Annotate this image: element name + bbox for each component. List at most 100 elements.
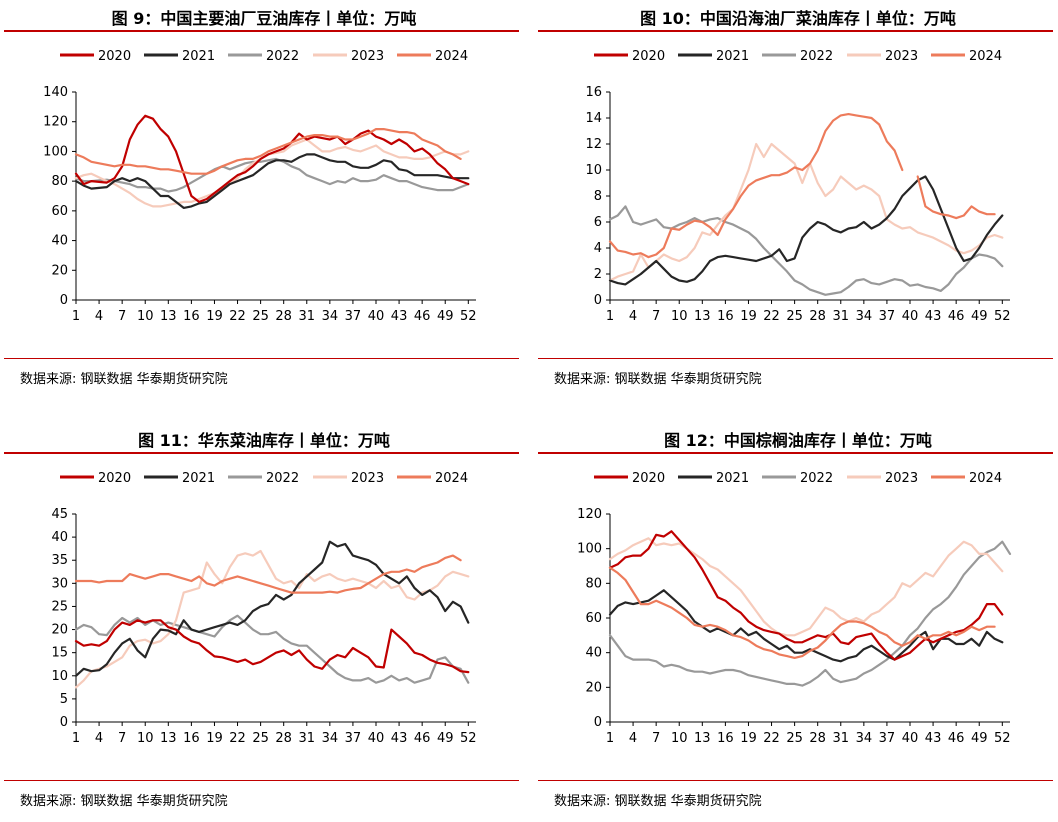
series-line-2021 [608, 589, 1004, 663]
y-tick-label: 8 [594, 189, 602, 204]
chart-panel-3: 图 11：华东菜油库存丨单位：万吨 2020 2021 2022 2023 2024 0 5… [4, 422, 524, 822]
series-line-2023 [608, 142, 1004, 282]
x-tick-label: 40 [368, 309, 385, 324]
y-tick-label: 0 [594, 715, 602, 730]
x-tick-label: 31 [832, 731, 849, 746]
chart-svg: 2020 2021 2022 2023 2024 0 20 40 60 80 100 120 1 4 7 10… [577, 471, 1012, 746]
series-line-2024 [74, 554, 462, 594]
legend-label: 2022 [266, 49, 299, 64]
x-tick-label: 46 [948, 731, 965, 746]
y-tick-label: 0 [60, 715, 68, 730]
x-tick-label: 13 [694, 731, 711, 746]
legend-label: 2020 [632, 49, 665, 64]
title-rule [538, 30, 1053, 32]
x-tick-label: 1 [606, 309, 614, 324]
y-tick-label: 60 [585, 611, 602, 626]
y-tick-label: 5 [60, 692, 68, 707]
chart-panel-2: 图 10：中国沿海油厂菜油库存丨单位：万吨 2020 2021 2022 2023 20… [538, 0, 1058, 400]
x-tick-label: 34 [856, 731, 873, 746]
series-line-2024 [608, 566, 996, 659]
x-tick-label: 40 [368, 731, 385, 746]
source-rule [538, 780, 1053, 781]
y-tick-label: 40 [51, 234, 68, 249]
x-tick-label: 19 [740, 309, 757, 324]
y-tick-label: 20 [51, 263, 68, 278]
series-line-2022 [74, 157, 470, 193]
source-rule [4, 358, 519, 359]
x-tick-label: 37 [879, 309, 896, 324]
y-tick-label: 20 [51, 623, 68, 638]
source-rule [538, 358, 1053, 359]
legend-label: 2024 [435, 471, 468, 486]
x-tick-label: 28 [809, 731, 826, 746]
x-tick-label: 19 [206, 731, 223, 746]
x-tick-label: 52 [994, 731, 1011, 746]
x-tick-label: 13 [694, 309, 711, 324]
y-tick-label: 80 [51, 174, 68, 189]
x-tick-label: 49 [437, 309, 454, 324]
x-tick-label: 22 [763, 731, 780, 746]
x-tick-label: 4 [95, 309, 103, 324]
x-tick-label: 49 [971, 309, 988, 324]
title-rule [4, 452, 519, 454]
x-tick-label: 10 [671, 731, 688, 746]
source-note: 数据来源: 钢联数据 华泰期货研究院 [20, 372, 228, 387]
legend-label: 2022 [800, 49, 833, 64]
y-tick-label: 45 [51, 507, 68, 522]
legend-label: 2020 [632, 471, 665, 486]
y-tick-label: 4 [594, 241, 602, 256]
y-tick-label: 10 [585, 163, 602, 178]
x-tick-label: 43 [925, 731, 942, 746]
legend-label: 2023 [885, 49, 918, 64]
x-tick-label: 34 [322, 731, 339, 746]
x-tick-label: 22 [229, 309, 246, 324]
x-tick-label: 1 [606, 731, 614, 746]
y-tick-label: 40 [585, 646, 602, 661]
series-line-2020 [608, 530, 1004, 661]
series-line-2023 [74, 549, 470, 689]
x-tick-label: 16 [717, 731, 734, 746]
series-line-2024 [608, 113, 904, 259]
x-tick-label: 7 [118, 309, 126, 324]
series-line-2020 [74, 619, 470, 674]
y-tick-label: 6 [594, 215, 602, 230]
legend-label: 2022 [266, 471, 299, 486]
legend-label: 2021 [182, 49, 215, 64]
x-tick-label: 19 [740, 731, 757, 746]
x-tick-label: 31 [832, 309, 849, 324]
chart-panel-1: 图 9：中国主要油厂豆油库存丨单位：万吨 2020 2021 2022 2023 202… [4, 0, 524, 400]
x-tick-label: 28 [809, 309, 826, 324]
x-tick-label: 37 [345, 731, 362, 746]
legend-label: 2023 [351, 49, 384, 64]
x-tick-label: 52 [460, 309, 477, 324]
x-tick-label: 43 [391, 309, 408, 324]
x-tick-label: 28 [275, 309, 292, 324]
legend-label: 2020 [98, 49, 131, 64]
y-tick-label: 80 [585, 576, 602, 591]
title-rule [538, 452, 1053, 454]
x-tick-label: 22 [763, 309, 780, 324]
y-tick-label: 30 [51, 576, 68, 591]
chart-title: 图 11：华东菜油库存丨单位：万吨 [138, 431, 390, 450]
x-tick-label: 7 [118, 731, 126, 746]
chart-title: 图 9：中国主要油厂豆油库存丨单位：万吨 [111, 9, 417, 28]
x-tick-label: 16 [183, 731, 200, 746]
source-note: 数据来源: 钢联数据 华泰期货研究院 [20, 794, 228, 809]
x-tick-label: 25 [252, 309, 269, 324]
chart-panel-4: 图 12：中国棕榈油库存丨单位：万吨 2020 2021 2022 2023 2024 0… [538, 422, 1058, 822]
legend-label: 2021 [716, 49, 749, 64]
x-tick-label: 4 [629, 309, 637, 324]
x-tick-label: 46 [414, 309, 431, 324]
series-line-2023 [74, 138, 470, 208]
x-tick-label: 4 [95, 731, 103, 746]
legend-label: 2024 [969, 471, 1002, 486]
legend-label: 2022 [800, 471, 833, 486]
y-tick-label: 0 [60, 293, 68, 308]
y-tick-label: 120 [43, 115, 68, 130]
x-tick-label: 43 [391, 731, 408, 746]
y-tick-label: 35 [51, 553, 68, 568]
x-tick-label: 10 [671, 309, 688, 324]
